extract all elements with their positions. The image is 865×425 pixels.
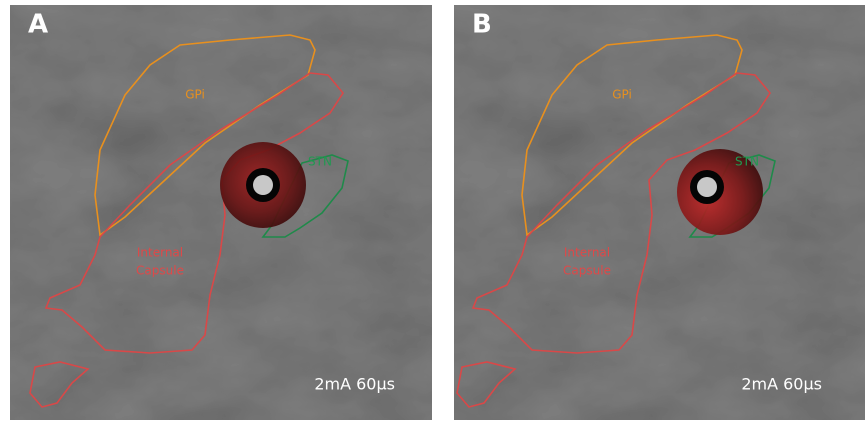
region-label: Internal — [564, 246, 610, 260]
electrode — [697, 177, 717, 197]
panel: B GPi Internal Capsule STN 2mA 60µs — [437, 5, 865, 420]
region-label: GPi — [185, 88, 205, 102]
panel-label: B — [472, 10, 492, 40]
stimulation-annotation: 2mA 60µs — [741, 375, 822, 394]
region-label: Internal — [137, 246, 183, 260]
region-label: Capsule — [563, 264, 611, 278]
figure: A GPi Internal Capsule STN 2mA 60µs B GPi Intern… — [0, 0, 865, 425]
panel: A GPi Internal Capsule STN 2mA 60µs — [10, 5, 440, 420]
panel-image: B GPi Internal Capsule STN 2mA 60µs — [437, 5, 865, 420]
region-label: GPi — [612, 88, 632, 102]
stimulation-annotation: 2mA 60µs — [314, 375, 395, 394]
region-label: STN — [308, 155, 332, 169]
electrode — [253, 175, 273, 195]
region-label: STN — [735, 155, 759, 169]
panel-image: A GPi Internal Capsule STN 2mA 60µs — [10, 5, 440, 420]
region-label: Capsule — [136, 264, 184, 278]
panel-label: A — [28, 10, 48, 40]
